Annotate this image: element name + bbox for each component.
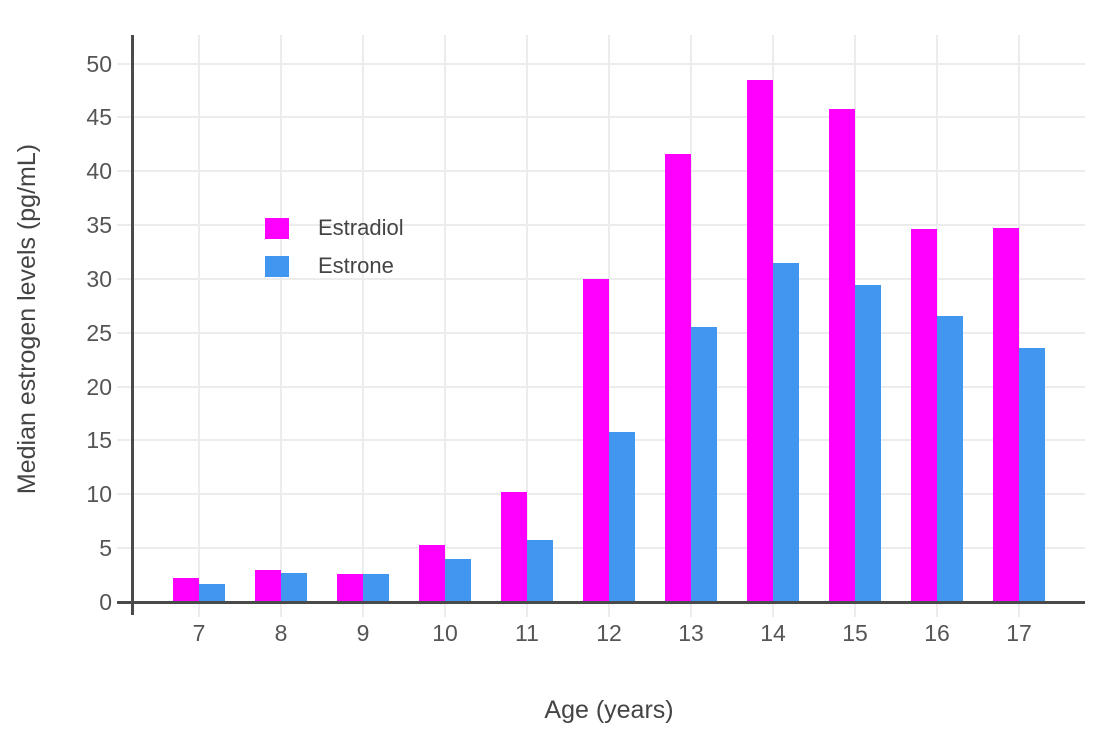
x-tick-mark bbox=[198, 603, 200, 617]
bar-estrone-16 bbox=[937, 315, 963, 602]
bar-estradiol-16 bbox=[911, 229, 937, 602]
bar-estradiol-8 bbox=[255, 569, 281, 602]
x-tick-mark bbox=[608, 603, 610, 617]
x-tick-label-13: 13 bbox=[678, 620, 704, 646]
y-axis-line bbox=[131, 35, 134, 615]
bar-estradiol-9 bbox=[337, 574, 363, 602]
y-tick-mark bbox=[117, 224, 131, 227]
y-tick-mark bbox=[117, 493, 131, 496]
y-tick-mark bbox=[117, 547, 131, 550]
v-gridline-10 bbox=[444, 35, 446, 602]
x-tick-label-15: 15 bbox=[842, 620, 868, 646]
x-tick-mark bbox=[444, 603, 446, 617]
x-tick-label-9: 9 bbox=[356, 620, 370, 646]
v-gridline-17 bbox=[1018, 35, 1020, 602]
y-tick-mark bbox=[117, 385, 131, 388]
bar-estrone-8 bbox=[281, 572, 307, 602]
bar-estradiol-17 bbox=[993, 228, 1019, 602]
y-tick-label-20: 20 bbox=[86, 373, 112, 400]
bar-estrone-17 bbox=[1019, 347, 1045, 602]
v-gridline-11 bbox=[526, 35, 528, 602]
y-tick-mark bbox=[117, 439, 131, 442]
v-gridline-12 bbox=[608, 35, 610, 602]
y-tick-label-5: 5 bbox=[99, 535, 112, 562]
bar-estradiol-13 bbox=[665, 154, 691, 602]
bar-estrone-7 bbox=[199, 583, 225, 602]
bar-estradiol-12 bbox=[583, 278, 609, 602]
x-axis-line bbox=[117, 600, 1085, 604]
y-tick-mark bbox=[117, 62, 131, 65]
x-tick-label-7: 7 bbox=[192, 620, 206, 646]
bar-estrone-9 bbox=[363, 574, 389, 602]
legend-item-estrone[interactable]: Estrone bbox=[265, 247, 404, 285]
x-tick-mark bbox=[1018, 603, 1020, 617]
x-axis-title: Age (years) bbox=[544, 696, 674, 724]
y-tick-label-45: 45 bbox=[86, 104, 112, 131]
y-tick-label-15: 15 bbox=[86, 427, 112, 454]
y-tick-label-35: 35 bbox=[86, 212, 112, 239]
bar-estrone-14 bbox=[773, 262, 799, 602]
v-gridline-9 bbox=[362, 35, 364, 602]
x-tick-mark bbox=[936, 603, 938, 617]
x-tick-label-10: 10 bbox=[432, 620, 458, 646]
bar-estrone-10 bbox=[445, 558, 471, 602]
legend-label-estradiol: Estradiol bbox=[318, 215, 404, 240]
y-tick-label-25: 25 bbox=[86, 319, 112, 346]
bar-estrone-13 bbox=[691, 327, 717, 602]
legend-label-estrone: Estrone bbox=[318, 253, 394, 278]
bar-estradiol-11 bbox=[501, 492, 527, 602]
x-tick-label-11: 11 bbox=[515, 620, 539, 646]
y-tick-label-40: 40 bbox=[86, 158, 112, 185]
x-tick-label-12: 12 bbox=[596, 620, 622, 646]
y-tick-label-0: 0 bbox=[99, 589, 112, 615]
x-tick-mark bbox=[526, 603, 528, 617]
bar-estradiol-7 bbox=[173, 578, 199, 602]
x-tick-label-16: 16 bbox=[924, 620, 950, 646]
x-tick-label-14: 14 bbox=[760, 620, 786, 646]
x-tick-mark bbox=[362, 603, 364, 617]
plot-area bbox=[133, 35, 1085, 602]
legend: Estradiol Estrone bbox=[265, 209, 404, 285]
x-tick-label-17: 17 bbox=[1006, 620, 1032, 646]
y-tick-label-30: 30 bbox=[86, 265, 112, 292]
v-gridline-7 bbox=[198, 35, 200, 602]
bar-estrone-11 bbox=[527, 539, 553, 602]
bar-estradiol-10 bbox=[419, 544, 445, 602]
y-tick-mark bbox=[117, 116, 131, 119]
legend-item-estradiol[interactable]: Estradiol bbox=[265, 209, 404, 247]
bar-estradiol-14 bbox=[747, 79, 773, 602]
y-tick-label-10: 10 bbox=[86, 481, 112, 508]
y-tick-mark bbox=[117, 331, 131, 334]
bar-estradiol-15 bbox=[829, 108, 855, 602]
y-tick-mark bbox=[117, 277, 131, 280]
x-tick-mark bbox=[854, 603, 856, 617]
y-tick-label-50: 50 bbox=[86, 50, 112, 77]
x-tick-mark bbox=[772, 603, 774, 617]
y-tick-mark bbox=[117, 170, 131, 173]
x-tick-mark bbox=[280, 603, 282, 617]
x-tick-mark bbox=[690, 603, 692, 617]
v-gridline-8 bbox=[280, 35, 282, 602]
legend-swatch-estradiol-icon bbox=[265, 217, 289, 239]
v-gridline-13 bbox=[690, 35, 692, 602]
legend-swatch-estrone-icon bbox=[265, 255, 289, 277]
bar-estrone-15 bbox=[855, 285, 881, 602]
bar-estrone-12 bbox=[609, 431, 635, 602]
x-tick-label-8: 8 bbox=[274, 620, 288, 646]
